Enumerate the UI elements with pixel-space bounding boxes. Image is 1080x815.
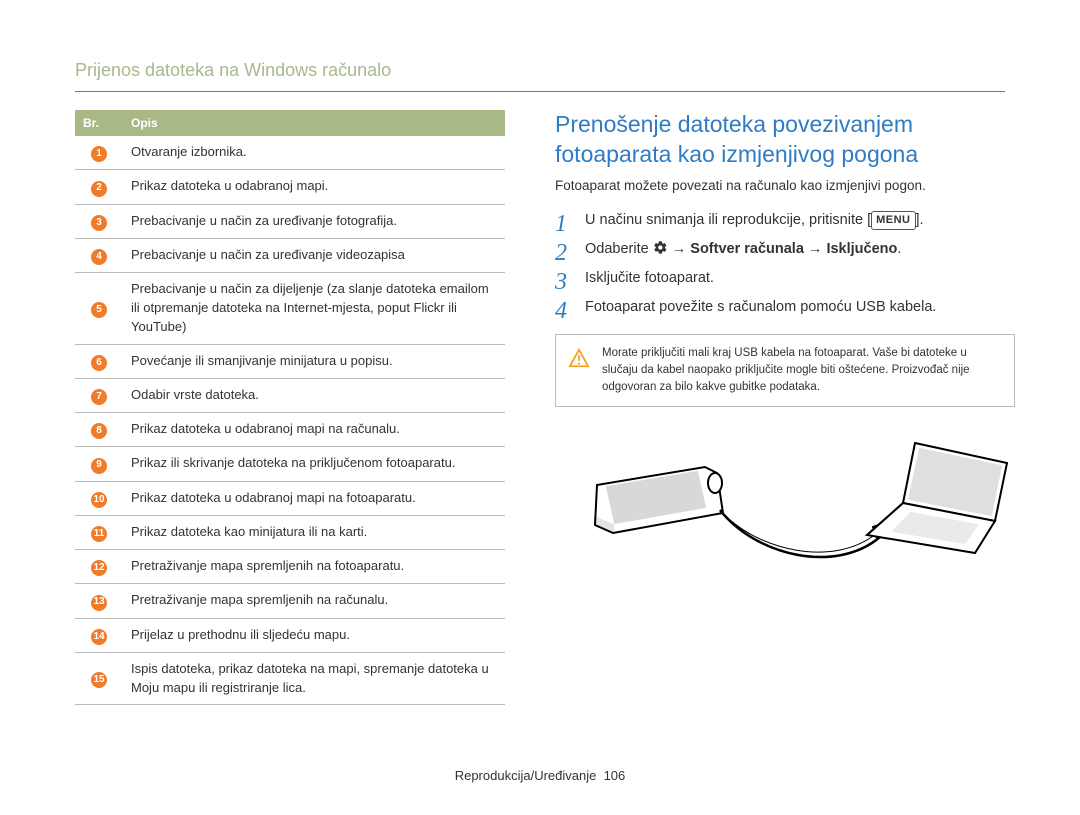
row-number-cell: 10 (75, 481, 123, 515)
row-desc-cell: Prebacivanje u način za uređivanje fotog… (123, 204, 505, 238)
step-4: Fotoaparat povežite s računalom pomoću U… (555, 296, 1015, 319)
description-table: Br. Opis 1 Otvaranje izbornika. 2 Prikaz da… (75, 110, 505, 705)
row-desc-cell: Odabir vrste datoteka. (123, 378, 505, 412)
number-badge: 14 (91, 629, 107, 645)
table-row: 7 Odabir vrste datoteka. (75, 378, 505, 412)
step-2-pre: Odaberite (585, 241, 653, 257)
row-desc-cell: Povećanje ili smanjivanje minijatura u p… (123, 344, 505, 378)
table-row: 10 Prikaz datoteka u odabranoj mapi na fo… (75, 481, 505, 515)
steps-list: U načinu snimanja ili reprodukcije, prit… (555, 209, 1015, 320)
step-2: Odaberite → Softver računala → Isključen… (555, 238, 1015, 261)
table-row: 8 Prikaz datoteka u odabranoj mapi na rač… (75, 413, 505, 447)
step-1: U načinu snimanja ili reprodukcije, prit… (555, 209, 1015, 232)
number-badge: 1 (91, 146, 107, 162)
step-3: Isključite fotoaparat. (555, 267, 1015, 290)
table-header-desc: Opis (123, 110, 505, 136)
number-badge: 10 (91, 492, 107, 508)
row-desc-cell: Otvaranje izbornika. (123, 136, 505, 170)
table-row: 4 Prebacivanje u način za uređivanje vide… (75, 238, 505, 272)
row-number-cell: 15 (75, 652, 123, 705)
table-header-num: Br. (75, 110, 123, 136)
number-badge: 8 (91, 423, 107, 439)
row-number-cell: 14 (75, 618, 123, 652)
number-badge: 2 (91, 181, 107, 197)
table-row: 2 Prikaz datoteka u odabranoj mapi. (75, 170, 505, 204)
number-badge: 11 (91, 526, 107, 542)
row-number-cell: 12 (75, 550, 123, 584)
row-desc-cell: Prebacivanje u način za uređivanje video… (123, 238, 505, 272)
two-column-layout: Br. Opis 1 Otvaranje izbornika. 2 Prikaz da… (75, 110, 1005, 705)
row-number-cell: 6 (75, 344, 123, 378)
table-row: 1 Otvaranje izbornika. (75, 136, 505, 170)
footer-page-number: 106 (604, 768, 626, 783)
page-footer: Reprodukcija/Uređivanje 106 (0, 768, 1080, 783)
row-number-cell: 2 (75, 170, 123, 204)
step-1-post: ]. (916, 212, 924, 228)
number-badge: 3 (91, 215, 107, 231)
table-row: 15 Ispis datoteka, prikaz datoteka na map… (75, 652, 505, 705)
step-2-post: . (897, 241, 901, 257)
step-1-pre: U načinu snimanja ili reprodukcije, prit… (585, 212, 871, 228)
table-row: 13 Pretraživanje mapa spremljenih na raču… (75, 584, 505, 618)
right-column: Prenošenje datoteka povezivanjem fotoapa… (555, 110, 1015, 705)
camera-laptop-illustration (555, 425, 1015, 590)
left-column: Br. Opis 1 Otvaranje izbornika. 2 Prikaz da… (75, 110, 505, 705)
number-badge: 15 (91, 672, 107, 688)
row-desc-cell: Prikaz datoteka u odabranoj mapi na foto… (123, 481, 505, 515)
warning-icon (568, 347, 590, 375)
row-desc-cell: Prijelaz u prethodnu ili sljedeću mapu. (123, 618, 505, 652)
intro-text: Fotoaparat možete povezati na računalo k… (555, 178, 1015, 193)
row-desc-cell: Prikaz datoteka u odabranoj mapi. (123, 170, 505, 204)
number-badge: 12 (91, 560, 107, 576)
row-desc-cell: Prikaz ili skrivanje datoteka na priklju… (123, 447, 505, 481)
number-badge: 5 (91, 302, 107, 318)
row-number-cell: 7 (75, 378, 123, 412)
number-badge: 6 (91, 355, 107, 371)
number-badge: 9 (91, 458, 107, 474)
warning-text: Morate priključiti mali kraj USB kabela … (602, 345, 1002, 397)
row-number-cell: 11 (75, 515, 123, 549)
row-number-cell: 4 (75, 238, 123, 272)
table-row: 9 Prikaz ili skrivanje datoteka na priklj… (75, 447, 505, 481)
row-number-cell: 3 (75, 204, 123, 238)
table-row: 5 Prebacivanje u način za dijeljenje (za … (75, 273, 505, 345)
section-heading: Prenošenje datoteka povezivanjem fotoapa… (555, 110, 1015, 170)
warning-box: Morate priključiti mali kraj USB kabela … (555, 334, 1015, 408)
table-row: 12 Pretraživanje mapa spremljenih na foto… (75, 550, 505, 584)
row-number-cell: 8 (75, 413, 123, 447)
row-number-cell: 5 (75, 273, 123, 345)
page-title: Prijenos datoteka na Windows računalo (75, 60, 1005, 92)
row-desc-cell: Prikaz datoteka u odabranoj mapi na raču… (123, 413, 505, 447)
row-number-cell: 9 (75, 447, 123, 481)
row-desc-cell: Prebacivanje u način za dijeljenje (za s… (123, 273, 505, 345)
footer-label: Reprodukcija/Uređivanje (455, 768, 597, 783)
number-badge: 13 (91, 595, 107, 611)
table-row: 3 Prebacivanje u način za uređivanje foto… (75, 204, 505, 238)
row-desc-cell: Prikaz datoteka kao minijatura ili na ka… (123, 515, 505, 549)
number-badge: 7 (91, 389, 107, 405)
step-2-bold: → Softver računala → Isključeno (668, 241, 898, 257)
table-row: 14 Prijelaz u prethodnu ili sljedeću mapu… (75, 618, 505, 652)
table-row: 11 Prikaz datoteka kao minijatura ili na … (75, 515, 505, 549)
row-desc-cell: Ispis datoteka, prikaz datoteka na mapi,… (123, 652, 505, 705)
gear-icon (653, 240, 668, 255)
row-number-cell: 1 (75, 136, 123, 170)
row-desc-cell: Pretraživanje mapa spremljenih na računa… (123, 584, 505, 618)
number-badge: 4 (91, 249, 107, 265)
row-number-cell: 13 (75, 584, 123, 618)
table-row: 6 Povećanje ili smanjivanje minijatura u … (75, 344, 505, 378)
menu-button-icon: MENU (871, 211, 915, 231)
row-desc-cell: Pretraživanje mapa spremljenih na fotoap… (123, 550, 505, 584)
